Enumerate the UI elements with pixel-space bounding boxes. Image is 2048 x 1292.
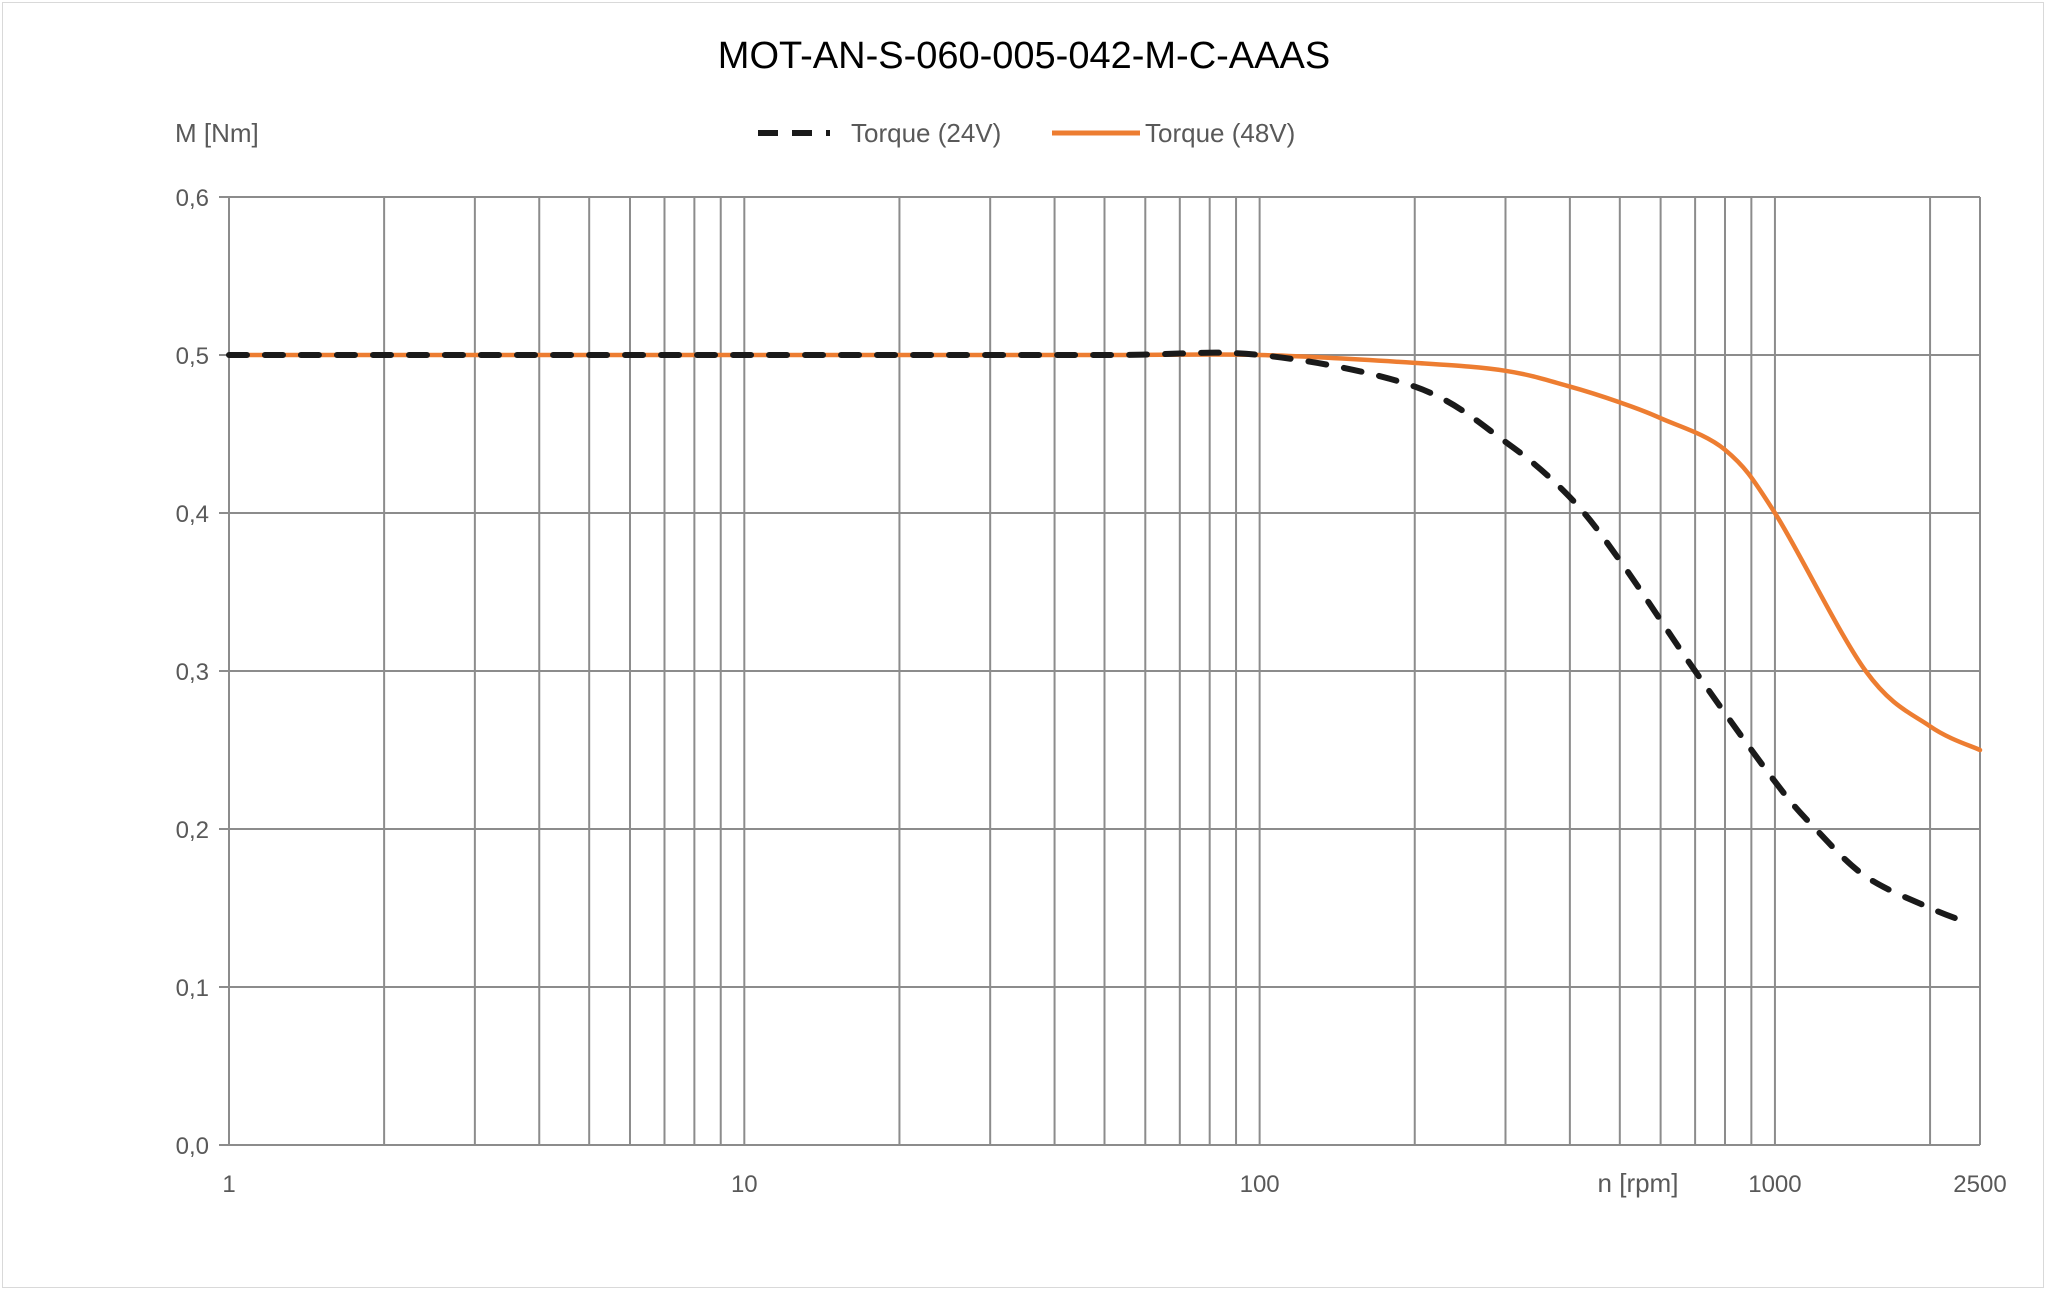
series-line-torque-48v	[226, 352, 1983, 753]
y-tick-label: 0,5	[176, 343, 209, 370]
y-tick-label: 0,1	[176, 975, 209, 1002]
x-tick-label: 100	[1240, 1171, 1280, 1198]
y-tick-label: 0,3	[176, 659, 209, 686]
y-tick-label: 0,0	[176, 1133, 209, 1160]
y-tick-label: 0,6	[176, 185, 209, 212]
x-tick-label: 1	[222, 1171, 235, 1198]
x-tick-label: 10	[731, 1171, 758, 1198]
grid	[219, 196, 1981, 1146]
x-axis-label: n [rpm]	[1598, 1168, 1679, 1198]
x-tick-label: 1000	[1748, 1171, 1801, 1198]
y-tick-labels: 0,0 0,1 0,2 0,3 0,4 0,5 0,6	[176, 185, 209, 1160]
y-tick-label: 0,4	[176, 501, 209, 528]
series-group	[226, 349, 1983, 927]
y-axis-label: M [Nm]	[175, 118, 259, 148]
legend-label-48v: Torque (48V)	[1145, 118, 1295, 148]
chart-title: MOT-AN-S-060-005-042-M-C-AAAS	[718, 35, 1330, 77]
series-line-torque-24v	[226, 349, 1974, 927]
x-tick-labels: 1 10 100 1000 2500	[222, 1171, 2006, 1198]
legend: Torque (24V) Torque (48V)	[758, 118, 1295, 148]
y-tick-label: 0,2	[176, 817, 209, 844]
x-tick-label: 2500	[1953, 1171, 2006, 1198]
legend-label-24v: Torque (24V)	[851, 118, 1001, 148]
